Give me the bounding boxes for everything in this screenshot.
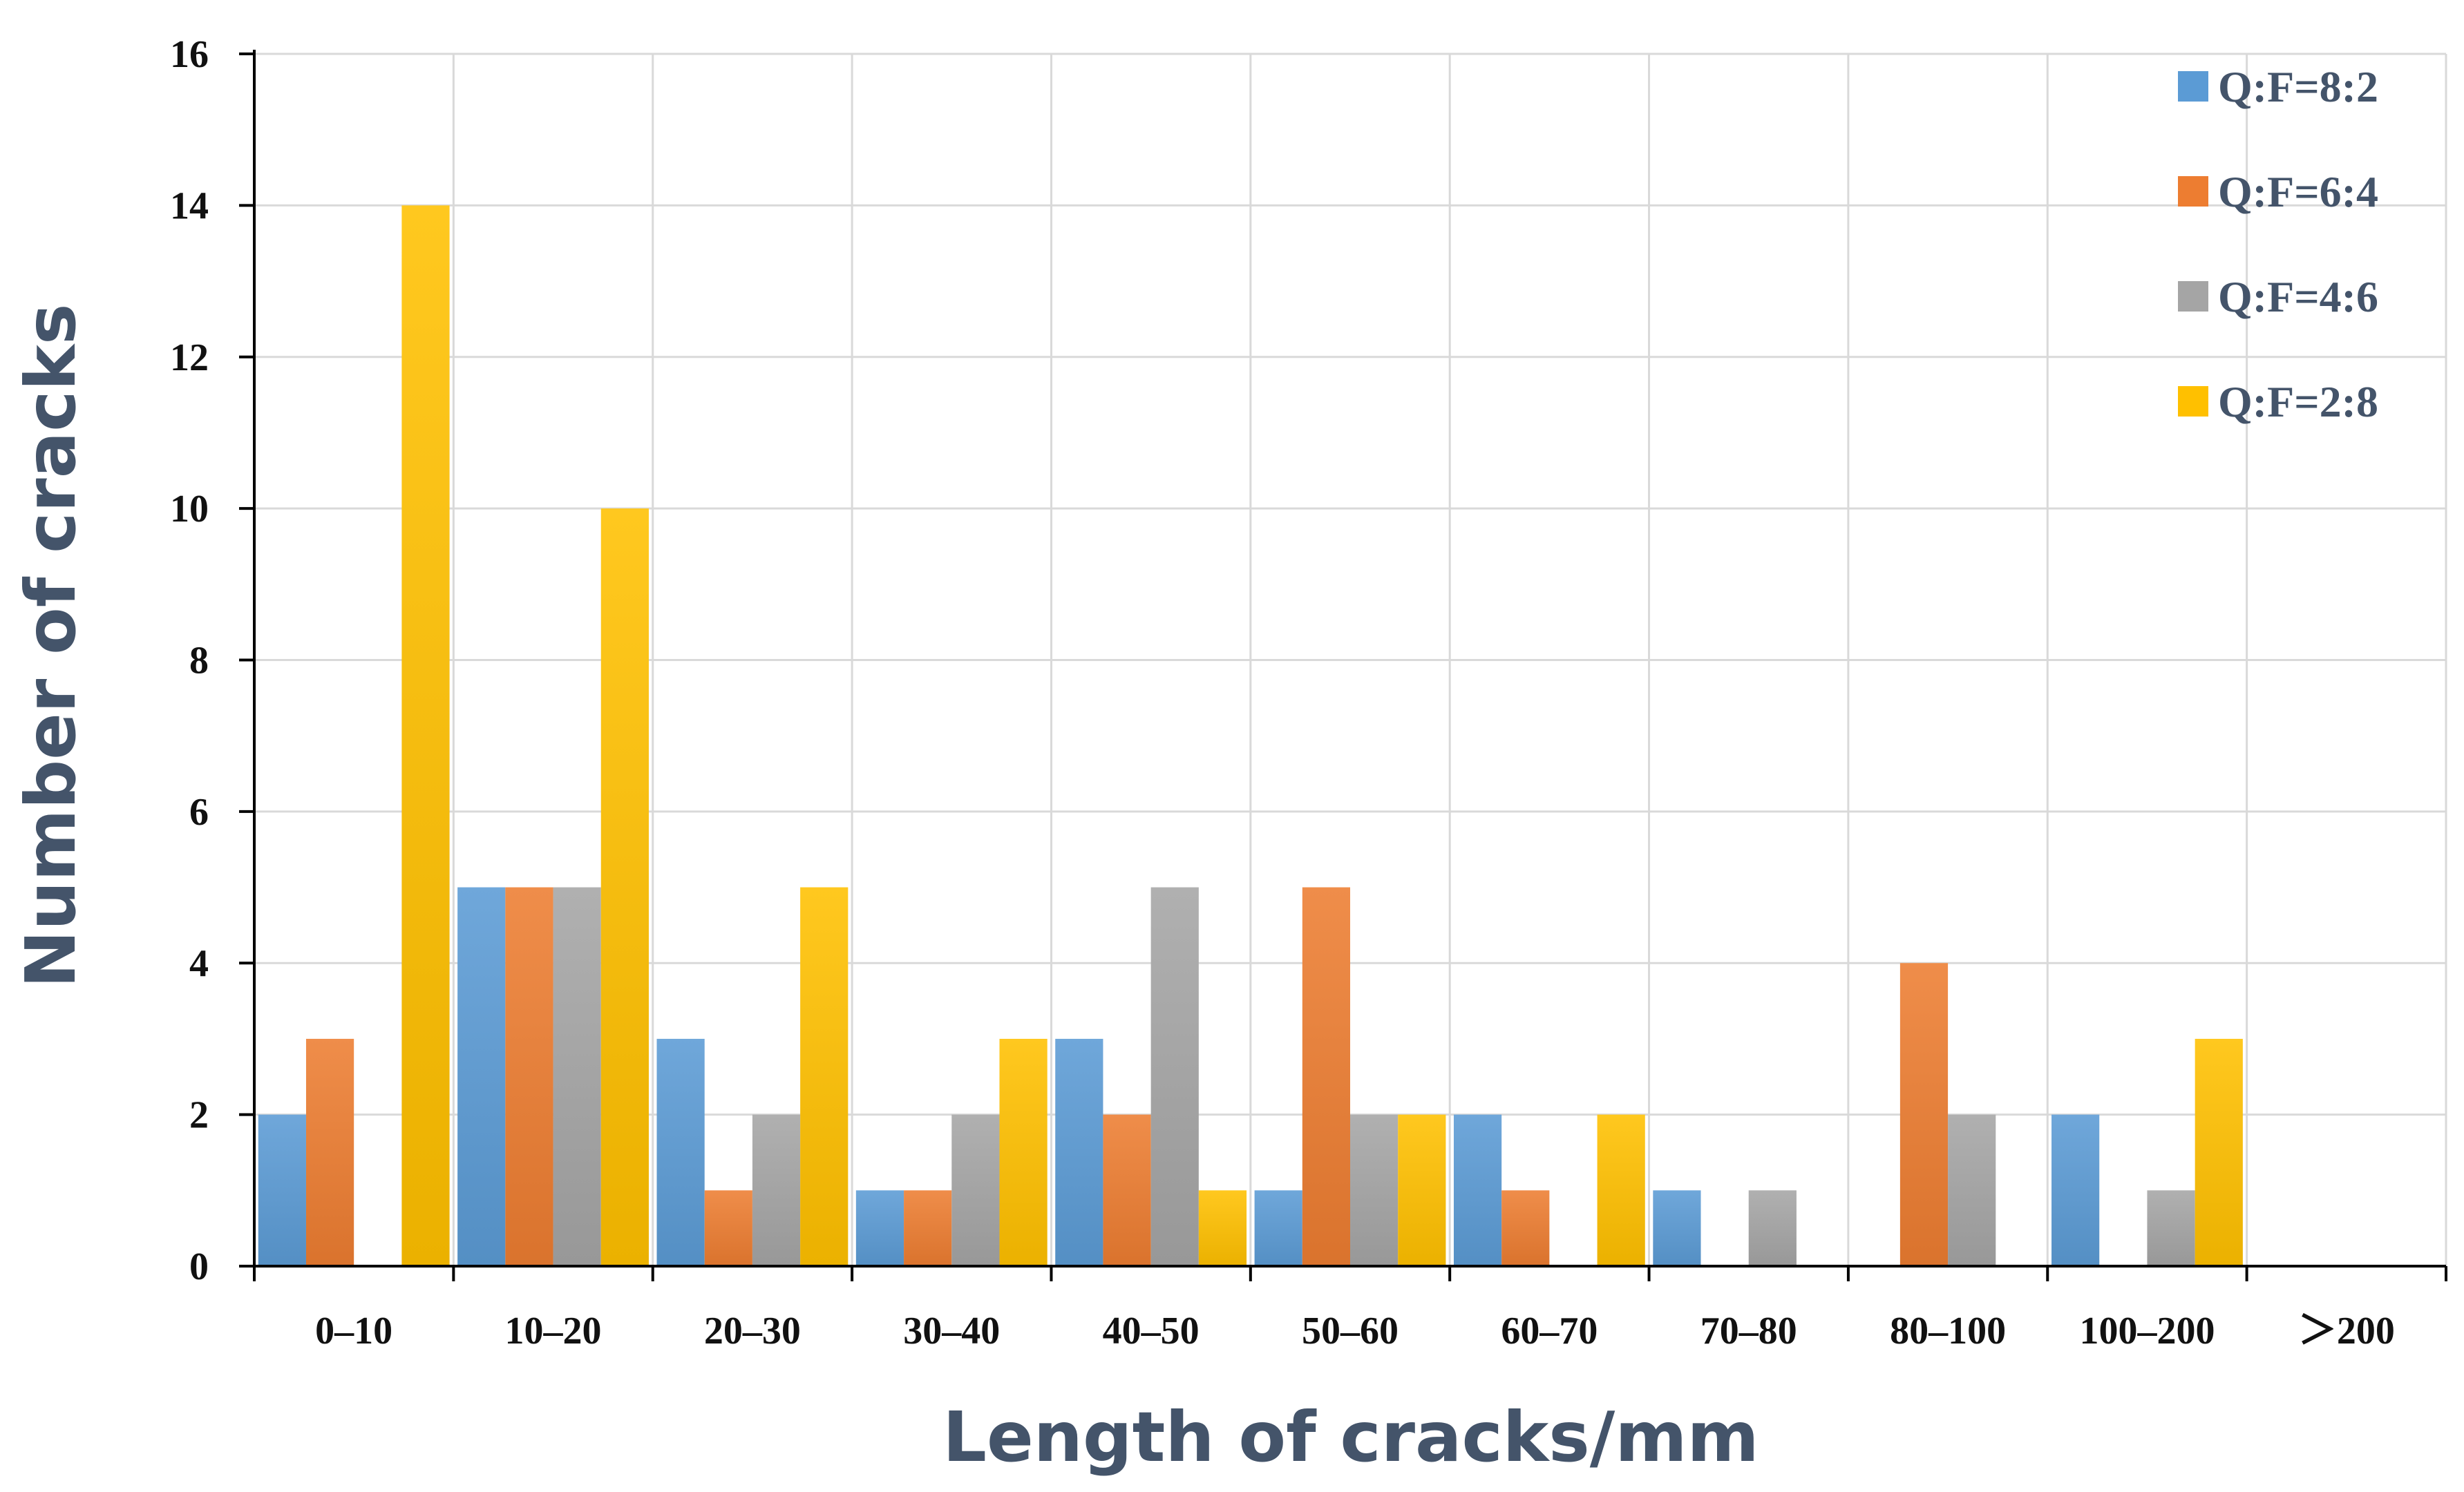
bar-q-f-8-2-7 (1653, 1190, 1701, 1266)
legend-swatch (2178, 71, 2208, 102)
bar-q-f-6-4-1 (505, 887, 553, 1266)
bar-q-f-4-6-7 (1748, 1190, 1797, 1266)
bar-q-f-8-2-9 (2051, 1114, 2100, 1266)
bar-q-f-4-6-2 (752, 1114, 801, 1266)
bar-q-f-8-2-6 (1453, 1114, 1502, 1266)
bar-q-f-2-8-3 (999, 1038, 1048, 1266)
legend-label: Q:F=2:8 (2218, 377, 2378, 426)
legend-label: Q:F=8:2 (2218, 62, 2378, 111)
bar-q-f-2-8-0 (401, 205, 450, 1266)
bar-q-f-8-2-3 (855, 1190, 904, 1266)
x-tick-label: 0–10 (315, 1310, 392, 1352)
bar-q-f-6-4-4 (1103, 1114, 1151, 1266)
y-tick-label: 0 (189, 1245, 209, 1288)
bar-q-f-4-6-5 (1350, 1114, 1399, 1266)
bar-q-f-2-8-2 (800, 887, 849, 1266)
bar-q-f-4-6-8 (1948, 1114, 1996, 1266)
x-tick-label: 10–20 (505, 1310, 602, 1352)
bar-q-f-8-2-4 (1055, 1038, 1103, 1266)
legend-swatch (2178, 281, 2208, 312)
y-tick-label: 2 (189, 1094, 209, 1137)
y-tick-label: 16 (170, 33, 209, 76)
bar-q-f-6-4-3 (904, 1190, 952, 1266)
y-tick-label: 12 (170, 336, 209, 379)
bar-q-f-6-4-8 (1899, 963, 1949, 1266)
y-tick-label: 8 (189, 640, 209, 682)
bar-q-f-6-4-2 (704, 1190, 752, 1266)
x-axis-title: Length of cracks/mm (942, 1397, 1759, 1477)
y-axis-title: Number of cracks (10, 303, 91, 988)
bar-q-f-4-6-1 (553, 887, 601, 1266)
y-tick-labels: 0 2 4 6 8 10 12 14 16 (170, 33, 209, 1288)
bar-q-f-2-8-9 (2195, 1038, 2243, 1266)
bar-q-f-6-4-5 (1302, 887, 1350, 1266)
legend-swatch (2178, 176, 2208, 207)
bar-q-f-8-2-0 (258, 1114, 306, 1266)
bar-q-f-2-8-5 (1398, 1114, 1446, 1266)
x-tick-label: 70–80 (1700, 1310, 1797, 1352)
x-tick-labels: 0–10 10–20 20–30 30–40 40–50 50–60 60–70 70–80 8… (315, 1310, 2395, 1352)
legend: Q:F=8:2 Q:F=6:4 Q:F=4:6 Q:F=2:8 (2178, 62, 2378, 426)
y-tick-label: 14 (170, 184, 209, 227)
x-tick-label: 60–70 (1501, 1310, 1598, 1352)
bar-q-f-4-6-4 (1150, 887, 1199, 1266)
x-tick-label: 50–60 (1302, 1310, 1399, 1352)
x-tick-label: ＞200 (2298, 1310, 2395, 1352)
y-tick-label: 6 (189, 791, 209, 834)
y-tick-label: 4 (189, 942, 209, 985)
x-tick-label: 40–50 (1103, 1310, 1200, 1352)
bar-q-f-4-6-9 (2147, 1190, 2195, 1266)
x-tick-label: 20–30 (704, 1310, 801, 1352)
legend-label: Q:F=4:6 (2218, 272, 2378, 321)
bar-q-f-2-8-1 (600, 508, 649, 1266)
bar-q-f-4-6-3 (951, 1114, 1000, 1266)
bar-q-f-6-4-0 (305, 1038, 354, 1266)
bar-q-f-8-2-2 (656, 1038, 705, 1266)
legend-label: Q:F=6:4 (2218, 167, 2378, 216)
bar-q-f-6-4-6 (1501, 1190, 1550, 1266)
axes (239, 50, 2447, 1281)
x-tick-label: 30–40 (903, 1310, 1000, 1352)
x-tick-label: 100–200 (2079, 1310, 2215, 1352)
y-tick-label: 10 (170, 488, 209, 530)
legend-swatch (2178, 386, 2208, 417)
bars (258, 205, 2243, 1266)
bar-q-f-2-8-4 (1198, 1190, 1247, 1266)
x-tick-label: 80–100 (1890, 1310, 2006, 1352)
bar-q-f-2-8-6 (1597, 1114, 1645, 1266)
bar-q-f-8-2-1 (457, 887, 506, 1266)
bar-q-f-8-2-5 (1254, 1190, 1302, 1266)
